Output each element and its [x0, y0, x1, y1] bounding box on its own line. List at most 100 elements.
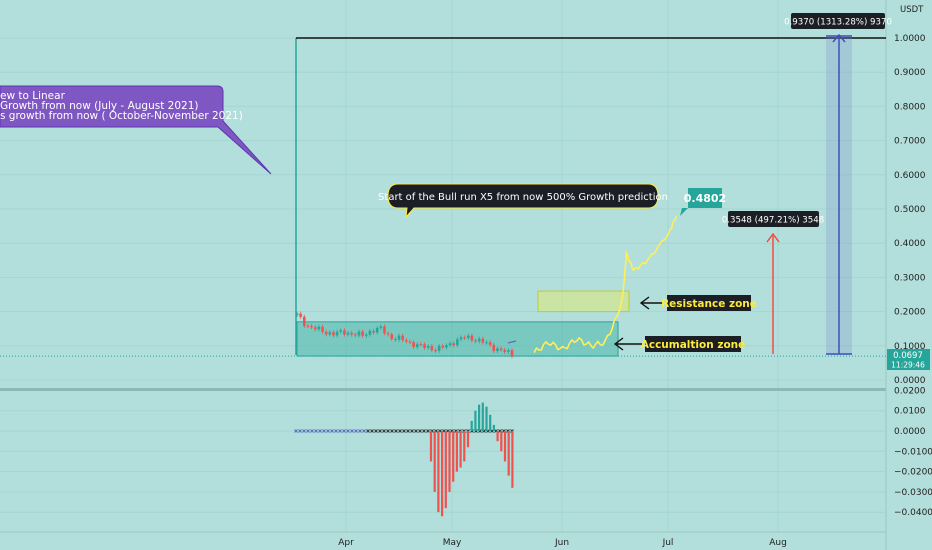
candle-body: [477, 338, 481, 342]
candle-body: [496, 348, 499, 352]
osc-zero-marker: [410, 429, 414, 433]
candle-body: [503, 349, 507, 352]
candle-body: [354, 334, 357, 336]
resistance-zone[interactable]: [537, 290, 630, 313]
candle-body: [470, 335, 474, 341]
candle-body: [437, 345, 441, 351]
candle-body: [397, 335, 401, 340]
target-price-label: 0.4802: [684, 192, 726, 205]
measure-blue-label: 0.9370 (1313.28%) 9370: [784, 18, 892, 28]
osc-bar: [429, 431, 433, 462]
candle-body: [507, 350, 510, 352]
candle-body: [394, 339, 397, 341]
osc-bar: [441, 431, 444, 517]
bull-run-bubble[interactable]: [387, 183, 659, 219]
purple-callout[interactable]: [0, 85, 272, 175]
measure-red-arrow-icon: [766, 232, 780, 243]
candle-body: [357, 331, 361, 336]
accumulation-arrow-icon: [613, 337, 624, 351]
candle-body: [317, 326, 321, 330]
candle-body: [456, 339, 459, 346]
candle-body: [390, 334, 394, 340]
osc-zero-marker: [394, 429, 398, 433]
price-tick-label: 0.8000: [894, 102, 926, 112]
candle-body: [313, 327, 317, 330]
osc-zero-marker: [422, 429, 426, 433]
candle-body: [310, 326, 313, 328]
osc-zero-marker: [494, 429, 498, 433]
osc-zero-marker: [414, 429, 418, 433]
osc-zero-marker: [330, 429, 334, 433]
osc-zero-marker: [366, 429, 370, 433]
price-tick-label: 0.5000: [894, 205, 926, 215]
time-tick-label: Jul: [662, 538, 674, 548]
candle-body: [474, 340, 477, 342]
osc-zero-marker: [306, 429, 310, 433]
osc-tick-label: −0.0400: [894, 508, 932, 518]
osc-zero-marker: [482, 429, 486, 433]
osc-bar: [503, 431, 507, 462]
osc-zero-marker: [446, 429, 450, 433]
candle-body: [430, 346, 434, 351]
resistance-label-box: [667, 295, 751, 311]
osc-zero-marker: [294, 429, 298, 433]
osc-zero-marker: [342, 429, 346, 433]
osc-bar: [470, 420, 473, 431]
candle-body: [423, 344, 426, 348]
callout-line-1: ew to Linear: [0, 90, 66, 102]
candle-body: [306, 325, 310, 327]
candle-body: [321, 326, 324, 332]
measure-blue-label-box: [791, 13, 885, 29]
candle-body: [434, 350, 437, 352]
candle-body: [343, 330, 346, 335]
price-tick-label: 0.0000: [894, 376, 926, 386]
osc-bar: [466, 431, 470, 448]
oscillator-axis[interactable]: 0.0200 0.0100 0.0000 −0.0100 −0.0200 −0.0300 −…: [894, 386, 932, 518]
osc-zero-marker: [350, 429, 354, 433]
osc-bar: [452, 431, 455, 482]
candle-body: [299, 313, 302, 317]
candle-body: [379, 326, 383, 328]
target-price-label-box[interactable]: [680, 188, 722, 216]
time-axis[interactable]: Apr May Jun Jul Aug: [338, 538, 787, 548]
osc-zero-marker: [326, 429, 330, 433]
candle-body: [499, 348, 503, 350]
osc-tick-label: −0.0200: [894, 468, 932, 478]
candle-body: [419, 344, 423, 346]
candle-body: [415, 344, 419, 348]
measure-blue-arrow-icon: [832, 33, 846, 43]
osc-bar: [481, 402, 484, 431]
osc-tick-label: 0.0200: [894, 386, 926, 396]
price-tick-label: 0.1000: [894, 342, 926, 352]
forecast-line[interactable]: [533, 215, 677, 353]
chart-grid: [0, 0, 886, 532]
osc-zero-marker: [318, 429, 322, 433]
osc-zero-marker: [346, 429, 350, 433]
price-tick-label: 0.9000: [894, 68, 926, 78]
price-tick-label: 0.6000: [894, 171, 926, 181]
candlestick-series: [295, 311, 514, 359]
osc-zero-marker: [334, 429, 338, 433]
resistance-arrow-icon: [639, 296, 650, 310]
candle-body: [459, 337, 463, 340]
osc-bar: [433, 431, 436, 492]
measure-red-label: 0.3548 (497.21%) 3548: [722, 216, 824, 226]
panel-separator[interactable]: [0, 388, 886, 391]
osc-bar: [448, 431, 451, 492]
price-axis[interactable]: 1.0000 0.9000 0.8000 0.7000 0.6000 0.5000 0.40…: [894, 34, 926, 386]
osc-zero-marker: [362, 429, 366, 433]
candle-body: [335, 331, 339, 336]
candle-body: [332, 332, 335, 336]
candle-body: [346, 332, 350, 335]
osc-bar: [485, 406, 488, 431]
osc-zero-marker: [390, 429, 394, 433]
candle-body: [339, 330, 343, 332]
candle-body: [485, 342, 488, 344]
osc-bar: [444, 431, 447, 509]
osc-zero-marker: [374, 429, 378, 433]
osc-zero-marker: [498, 429, 502, 433]
current-price-marker: [887, 349, 930, 370]
candle-body: [492, 344, 496, 352]
